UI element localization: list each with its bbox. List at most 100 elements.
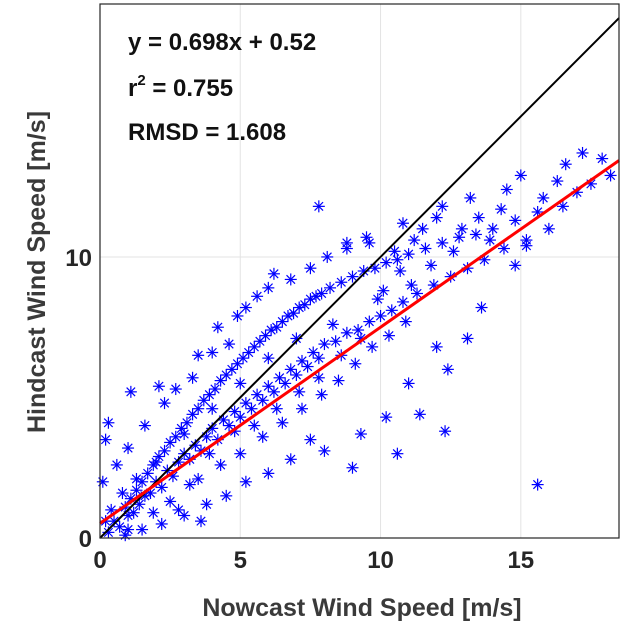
scatter-point	[192, 402, 205, 415]
y-axis-title: Hindcast Wind Speed [m/s]	[23, 111, 51, 433]
scatter-point	[284, 273, 297, 286]
scatter-point	[234, 377, 247, 390]
scatter-point	[366, 340, 379, 353]
scatter-point	[178, 428, 191, 441]
scatter-point	[301, 360, 314, 373]
scatter-point	[500, 183, 513, 196]
scatter-point	[318, 444, 331, 457]
scatter-point	[441, 363, 454, 376]
scatter-point	[596, 152, 609, 165]
scatter-point	[186, 371, 199, 384]
identity-line	[99, 17, 620, 539]
scatter-point	[304, 293, 317, 306]
scatter-point	[251, 388, 264, 401]
scatter-point	[321, 250, 334, 263]
x-axis-title: Nowcast Wind Speed [m/s]	[202, 594, 521, 622]
scatter-point	[385, 304, 398, 317]
scatter-point	[231, 309, 244, 322]
scatter-point	[509, 259, 522, 272]
scatter-point	[509, 214, 522, 227]
scatter-point	[223, 338, 236, 351]
scatter-point	[158, 397, 171, 410]
y-tick-label: 0	[79, 526, 92, 553]
scatter-point	[396, 217, 409, 230]
scatter-point	[416, 222, 429, 235]
scatter-point	[430, 340, 443, 353]
scatter-point	[520, 239, 533, 252]
scatter-point	[363, 236, 376, 249]
scatter-point	[475, 301, 488, 314]
x-tick-label: 5	[234, 547, 247, 574]
rmsd-text: RMSD = 1.608	[128, 119, 286, 146]
scatter-point	[332, 374, 345, 387]
scatter-point	[265, 324, 278, 337]
scatter-point	[192, 472, 205, 485]
scatter-point	[380, 256, 393, 269]
scatter-point	[147, 506, 160, 519]
scatter-point	[96, 475, 109, 488]
scatter-point	[270, 402, 283, 415]
scatter-point	[312, 200, 325, 213]
scatter-point	[346, 270, 359, 283]
scatter-point	[124, 385, 137, 398]
scatter-point	[180, 416, 193, 429]
scatter-point	[192, 349, 205, 362]
scatter-point	[130, 484, 143, 497]
scatter-point	[158, 444, 171, 457]
scatter-point	[155, 517, 168, 530]
scatter-point	[469, 228, 482, 241]
scatter-point	[206, 346, 219, 359]
scatter-point	[228, 405, 241, 418]
scatter-point	[315, 388, 328, 401]
scatter-point	[388, 245, 401, 258]
scatter-point	[312, 352, 325, 365]
scatter-point	[430, 211, 443, 224]
scatter-point	[340, 242, 353, 255]
scatter-point	[164, 495, 177, 508]
scatter-point	[206, 402, 219, 415]
scatter-point	[455, 222, 468, 235]
scatter-point	[402, 377, 415, 390]
scatter-point	[256, 394, 269, 407]
scatter-point	[242, 346, 255, 359]
scatter-point	[377, 284, 390, 297]
x-tick-label: 15	[507, 547, 534, 574]
scatter-point	[267, 385, 280, 398]
scatter-point	[136, 523, 149, 536]
scatter-point	[209, 383, 222, 396]
scatter-point	[326, 318, 339, 331]
scatter-point	[396, 295, 409, 308]
scatter-point	[551, 175, 564, 188]
scatter-point	[239, 301, 252, 314]
scatter-point	[576, 146, 589, 159]
scatter-point	[391, 447, 404, 460]
scatter-point	[239, 475, 252, 488]
scatter-point	[425, 259, 438, 272]
scatter-point	[194, 515, 207, 528]
scatter-point	[464, 191, 477, 204]
scatter-point	[234, 411, 247, 424]
scatter-point	[200, 498, 213, 511]
scatter-point	[559, 158, 572, 171]
scatter-point	[152, 380, 165, 393]
y-tick-label: 10	[65, 245, 92, 272]
scatter-point	[537, 191, 550, 204]
scatter-point	[419, 242, 432, 255]
x-tick-label: 10	[367, 547, 394, 574]
scatter-point	[239, 397, 252, 410]
scatter-point	[245, 402, 258, 415]
scatter-point	[486, 222, 499, 235]
scatter-point	[304, 262, 317, 275]
scatter-point	[399, 315, 412, 328]
scatter-point	[169, 383, 182, 396]
scatter-point	[203, 447, 216, 460]
scatter-point	[461, 332, 474, 345]
scatter-point	[256, 430, 269, 443]
scatter-point	[380, 411, 393, 424]
scatter-point	[183, 478, 196, 491]
scatter-point	[349, 357, 362, 370]
scatter-point	[514, 169, 527, 182]
scatter-point	[374, 309, 387, 322]
scatter-point	[262, 281, 275, 294]
scatter-point	[262, 352, 275, 365]
